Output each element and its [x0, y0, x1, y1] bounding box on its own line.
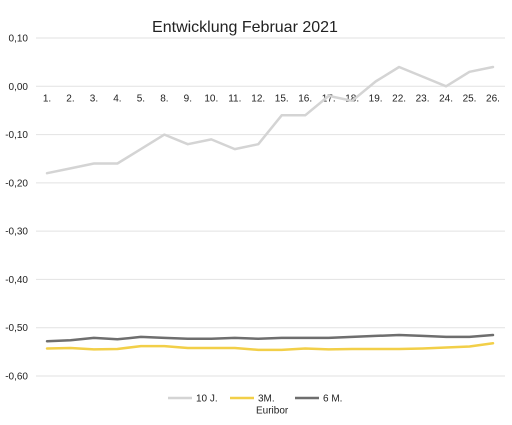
legend-item-1: 3M.Euribor [230, 394, 289, 417]
series-line-0 [45, 65, 495, 175]
x-tick-label: 25. [463, 93, 477, 104]
legend-label: 6 M. [323, 394, 342, 405]
x-tick-label: 17. [322, 93, 336, 104]
series-line-2 [45, 333, 495, 343]
x-tick-label: 26. [486, 93, 500, 104]
x-tick-label: 1. [43, 93, 51, 104]
x-tick-label: 24. [439, 93, 453, 104]
y-tick-label: -0,30 [5, 227, 28, 238]
x-tick-label: 15. [275, 93, 289, 104]
y-tick-label: -0,40 [5, 275, 28, 286]
y-tick-label: -0,60 [5, 372, 28, 383]
y-axis-tick-labels: 0,10 0,00 -0,10 -0,20 -0,30 -0,40 -0,50 -0,60 [5, 34, 28, 383]
x-tick-label: 22. [392, 93, 406, 104]
y-tick-label: 0,00 [9, 82, 29, 93]
y-tick-label: -0,10 [5, 130, 28, 141]
legend: 10 J. 3M.Euribor 6 M. [168, 394, 342, 417]
x-tick-label: 12. [251, 93, 265, 104]
x-tick-label: 8. [160, 93, 168, 104]
x-tick-label: 10. [204, 93, 218, 104]
legend-item-2: 6 M. [295, 394, 342, 405]
x-tick-label: 23. [416, 93, 430, 104]
x-tick-label: 11. [228, 93, 241, 104]
gridlines [36, 37, 505, 377]
x-tick-label: 16. [298, 93, 312, 104]
legend-item-0: 10 J. [168, 394, 218, 405]
legend-label: 3M. [258, 394, 275, 405]
chart-title: Entwicklung Februar 2021 [152, 19, 338, 36]
x-tick-label: 2. [66, 93, 74, 104]
x-tick-label: 9. [184, 93, 192, 104]
y-tick-label: 0,10 [9, 34, 29, 45]
x-axis-tick-labels: 1. 2. 3. 4. 5. 8. 9. 10. 11. 12. 15. 16. 17. 18. 19. 22… [43, 93, 500, 104]
legend-label: Euribor [256, 406, 289, 417]
y-tick-label: -0,50 [5, 323, 28, 334]
x-tick-label: 4. [113, 93, 121, 104]
y-tick-label: -0,20 [5, 178, 28, 189]
x-tick-label: 19. [369, 93, 383, 104]
x-tick-label: 18. [345, 93, 359, 104]
legend-label: 10 J. [196, 394, 218, 405]
series-line-1 [45, 341, 495, 352]
x-tick-label: 3. [90, 93, 98, 104]
series-lines [45, 65, 495, 352]
x-tick-label: 5. [137, 93, 145, 104]
